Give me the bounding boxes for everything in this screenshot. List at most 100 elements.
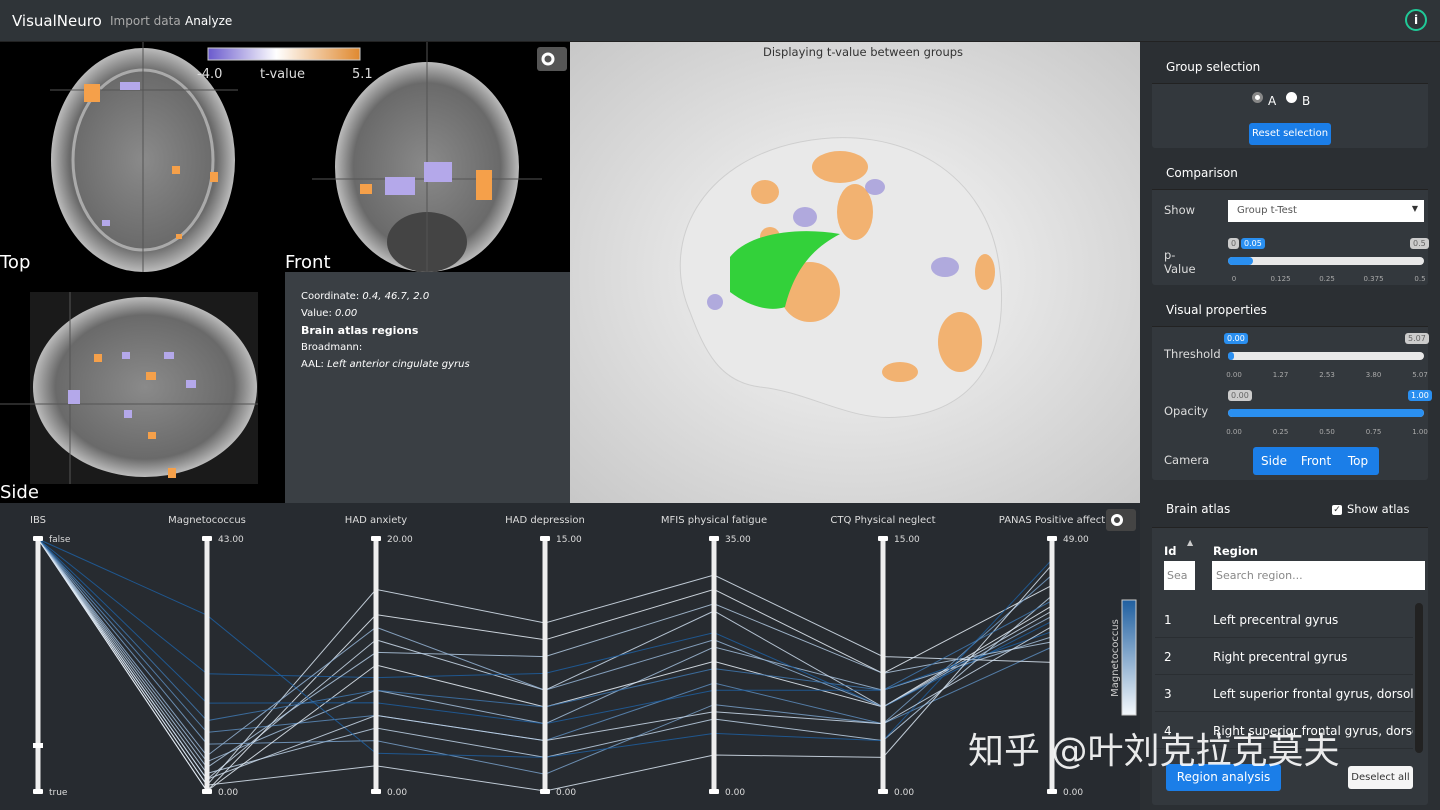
slider-max: 0.5 <box>1410 238 1429 249</box>
axis-tick <box>33 536 43 541</box>
info-label: Broadmann: <box>301 342 363 353</box>
scrollbar[interactable] <box>1415 603 1423 753</box>
placeholder: Sea <box>1167 569 1188 582</box>
axis-title: CTQ Physical neglect <box>830 515 935 526</box>
axis-tick <box>202 536 212 541</box>
placeholder: Search region... <box>1216 569 1303 582</box>
radio-label: A <box>1268 94 1277 108</box>
camera-button[interactable]: Side <box>1261 454 1287 468</box>
card-title: Comparison <box>1152 156 1428 190</box>
table-row[interactable]: 4 Right superior frontal gyrus, dorsolate… <box>1155 713 1413 749</box>
axis-bar <box>204 539 210 791</box>
axis-tick <box>878 789 888 794</box>
deselect-button[interactable]: Deselect all <box>1348 766 1413 789</box>
slider-tick-label: 0.125 <box>1270 275 1291 283</box>
slider-track[interactable] <box>1228 257 1424 265</box>
table-row[interactable]: 2 Right precentral gyrus <box>1155 639 1413 675</box>
slider-tick-label: 0.00 <box>1226 371 1242 379</box>
slider-tick-label: 0.25 <box>1272 428 1289 436</box>
atlas-region[interactable] <box>730 231 840 309</box>
column-header[interactable]: Id <box>1164 544 1177 558</box>
axis-bottom-label: 0.00 <box>387 788 407 798</box>
search-input[interactable]: Sea <box>1164 561 1195 590</box>
view-caption: Displaying t-value between groups <box>763 45 964 59</box>
region-analysis-button[interactable]: Region analysis <box>1166 764 1281 791</box>
axis-tick <box>202 789 212 794</box>
table-row[interactable]: 1 Left precentral gyrus <box>1155 602 1413 638</box>
camera-button[interactable]: Top <box>1347 454 1369 468</box>
sort-icon[interactable]: ▲ <box>1187 538 1194 547</box>
column-header[interactable]: Region <box>1213 544 1258 558</box>
info-panel: Coordinate: 0.4, 46.7, 2.0 Value: 0.00 B… <box>285 272 570 503</box>
card-title: Group selection <box>1152 50 1428 84</box>
axis-tick <box>709 536 719 541</box>
row-id: 3 <box>1164 687 1172 701</box>
axis-tick <box>540 789 550 794</box>
slider-tick-label: 0.5 <box>1414 275 1426 283</box>
axis-tick <box>33 789 43 794</box>
search-input[interactable]: Search region... <box>1212 561 1425 590</box>
slider-min: 0 <box>1228 238 1240 249</box>
slider-tick-label: 0.375 <box>1363 275 1384 283</box>
slider-min[interactable]: 0.00 <box>1224 333 1248 344</box>
brush-handle[interactable] <box>33 743 43 748</box>
axis-top-label: 49.00 <box>1063 535 1089 545</box>
brand[interactable]: VisualNeuro <box>12 12 102 30</box>
slider-max[interactable]: 1.00 <box>1408 390 1432 401</box>
axis-title: Magnetococcus <box>168 515 246 526</box>
axis-title: HAD anxiety <box>345 515 407 526</box>
axis-top-label: 35.00 <box>725 535 751 545</box>
axis-top-label: 20.00 <box>387 535 413 545</box>
3d-view <box>570 42 1140 503</box>
slider-tick-label: 0.50 <box>1319 428 1335 436</box>
axis-bottom-label: 0.00 <box>218 788 238 798</box>
slider-track[interactable] <box>1228 352 1424 360</box>
axis-bar <box>1049 539 1055 791</box>
colorbar-min: -4.0 <box>197 67 223 82</box>
info-label: AAL: <box>301 359 324 370</box>
axis-tick <box>878 536 888 541</box>
view-label: Top <box>0 252 31 273</box>
top-slice <box>50 42 238 272</box>
color-legend-title: Magnetococcus <box>1110 619 1121 697</box>
camera-buttons: Side Front Top <box>1253 447 1379 475</box>
row-region: Right precentral gyrus <box>1213 650 1348 664</box>
nav-link[interactable]: Import data <box>110 14 181 28</box>
radio[interactable] <box>1252 92 1263 103</box>
slider-handle-value[interactable]: 0.05 <box>1241 238 1265 249</box>
axis-bottom-label: 0.00 <box>556 788 576 798</box>
gear-icon <box>1111 514 1123 526</box>
select[interactable]: Group t-Test ▼ <box>1228 200 1424 222</box>
checkbox[interactable]: ✓ <box>1332 505 1342 515</box>
axis-title: PANAS Positive affect <box>999 515 1105 526</box>
radio[interactable] <box>1286 92 1297 103</box>
view-label: Front <box>285 252 331 273</box>
axis-top-label: 43.00 <box>218 535 244 545</box>
axis-bottom-label: 0.00 <box>1063 788 1083 798</box>
checkbox-label: Show atlas <box>1347 502 1410 516</box>
button-label: Region analysis <box>1176 770 1271 784</box>
axis-bottom-label: 0.00 <box>725 788 745 798</box>
brain-surface <box>679 137 1002 419</box>
axis-bar <box>542 539 548 791</box>
card-title: Brain atlas <box>1152 488 1428 528</box>
slider-tick-label: 1.27 <box>1272 371 1289 379</box>
table-row[interactable]: 3 Left superior frontal gyrus, dorsolater… <box>1155 676 1413 712</box>
slider-range <box>1228 352 1234 360</box>
front-slice <box>312 42 542 272</box>
camera-button[interactable]: Front <box>1300 454 1332 468</box>
reset-button[interactable]: Reset selection <box>1249 123 1331 145</box>
info-button[interactable]: i <box>1405 9 1427 31</box>
axis-title: MFIS physical fatigue <box>661 515 767 526</box>
row-region: Left precentral gyrus <box>1213 613 1339 627</box>
info-label: Value: <box>301 308 332 319</box>
slider-max: 5.07 <box>1405 333 1429 344</box>
colorbar-max: 5.1 <box>352 67 373 82</box>
slider-range <box>1228 409 1424 417</box>
slider-tick-label: 1.00 <box>1412 428 1428 436</box>
axis-top-label: 15.00 <box>894 535 920 545</box>
nav-link[interactable]: Analyze <box>185 14 233 28</box>
field-label: Opacity <box>1164 404 1209 418</box>
view-label: Side <box>0 482 39 503</box>
